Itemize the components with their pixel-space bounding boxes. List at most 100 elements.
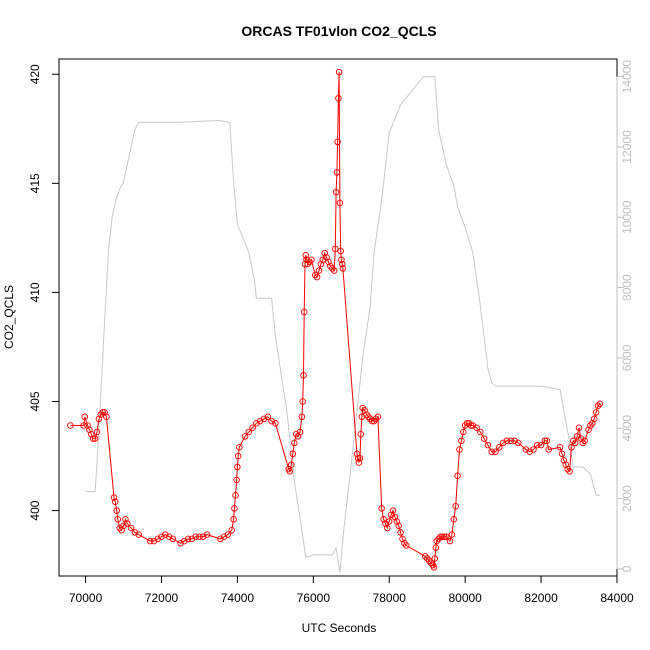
co2-point <box>228 526 235 534</box>
y-axis-label: CO2_QCLS <box>2 285 16 349</box>
co2-point <box>363 411 370 418</box>
co2-point <box>336 199 344 207</box>
co2-point <box>463 420 471 427</box>
co2-point <box>332 188 340 196</box>
co2-point <box>499 439 507 447</box>
co2-point <box>325 258 332 266</box>
co2-point <box>319 256 327 263</box>
co2-point <box>359 404 366 412</box>
co2-point <box>120 522 127 530</box>
co2-point <box>467 422 475 429</box>
co2-point <box>196 533 203 540</box>
co2-point <box>332 245 339 253</box>
co2-point <box>372 415 380 423</box>
co2-point <box>93 428 101 436</box>
co2-point <box>80 422 87 429</box>
y2-tick-label: 10000 <box>620 200 634 234</box>
co2-point <box>477 428 484 436</box>
co2-point <box>131 529 139 536</box>
co2-point <box>456 446 463 453</box>
altitude-line <box>85 76 600 573</box>
co2-point <box>355 459 363 466</box>
co2-point <box>165 533 173 540</box>
co2-point <box>323 254 330 261</box>
co2-point <box>110 494 118 501</box>
co2-point <box>496 444 503 451</box>
co2-point <box>581 437 588 445</box>
co2-point <box>292 430 300 438</box>
co2-point <box>570 437 577 445</box>
co2-point <box>245 428 253 436</box>
co2-point <box>289 450 297 458</box>
co2-point <box>91 435 99 442</box>
co2-point <box>335 95 342 102</box>
co2-point <box>317 260 325 268</box>
x-axis-label: UTC Seconds <box>302 621 377 635</box>
co2-point <box>89 435 97 442</box>
co2-point <box>339 265 347 272</box>
co2-point <box>522 446 530 453</box>
co2-point <box>432 544 440 551</box>
co2-point <box>99 409 106 416</box>
x-tick-label: 84000 <box>600 591 634 605</box>
co2-point <box>116 524 123 532</box>
co2-point <box>365 413 372 421</box>
co2-point <box>541 437 549 445</box>
co2-point <box>313 273 321 281</box>
co2-point <box>81 413 89 421</box>
co2-point <box>338 256 345 263</box>
co2-point <box>338 260 346 268</box>
x-tick-label: 76000 <box>297 591 331 605</box>
co2-point <box>192 533 199 540</box>
co2-point <box>423 555 431 562</box>
co2-series <box>67 68 604 571</box>
co2-point <box>585 426 592 434</box>
co2-point <box>545 446 552 453</box>
co2-point <box>384 524 391 532</box>
co2-point <box>111 498 119 506</box>
x-tick-label: 82000 <box>524 591 558 605</box>
co2-point <box>543 437 551 445</box>
co2-point <box>234 463 241 471</box>
co2-point <box>101 409 108 416</box>
co2-point <box>272 420 279 427</box>
co2-point <box>184 535 192 543</box>
co2-point <box>378 505 385 512</box>
co2-point <box>488 448 495 455</box>
co2-point <box>95 415 103 423</box>
co2-point <box>389 507 397 514</box>
co2-point <box>158 533 165 540</box>
co2-point <box>260 415 268 423</box>
co2-point <box>448 531 456 538</box>
co2-point <box>560 457 568 464</box>
y-axis-left: 400 405 410 415 420 <box>28 64 60 521</box>
co2-point <box>537 441 545 449</box>
co2-point <box>460 428 467 436</box>
co2-point <box>507 437 514 445</box>
co2-point <box>217 535 224 543</box>
x-tick-label: 70000 <box>69 591 103 605</box>
co2-point <box>357 430 365 438</box>
x-tick-label: 78000 <box>373 591 407 605</box>
co2-point <box>454 472 461 479</box>
co2-point <box>334 138 341 146</box>
co2-point <box>380 516 387 523</box>
co2-point <box>568 444 575 451</box>
co2-point <box>433 537 440 545</box>
co2-point <box>124 520 131 527</box>
y2-tick-label: 6000 <box>620 344 634 371</box>
co2-point <box>575 424 583 431</box>
co2-point <box>321 249 328 257</box>
co2-point <box>589 420 596 427</box>
co2-point <box>288 461 295 468</box>
co2-point <box>249 424 256 431</box>
co2-point <box>503 437 511 445</box>
co2-point <box>511 437 518 445</box>
co2-point <box>291 439 298 447</box>
co2-point <box>492 448 499 455</box>
co2-point <box>353 450 361 458</box>
co2-point <box>169 535 177 543</box>
co2-point <box>385 518 393 525</box>
co2-point <box>587 422 594 429</box>
